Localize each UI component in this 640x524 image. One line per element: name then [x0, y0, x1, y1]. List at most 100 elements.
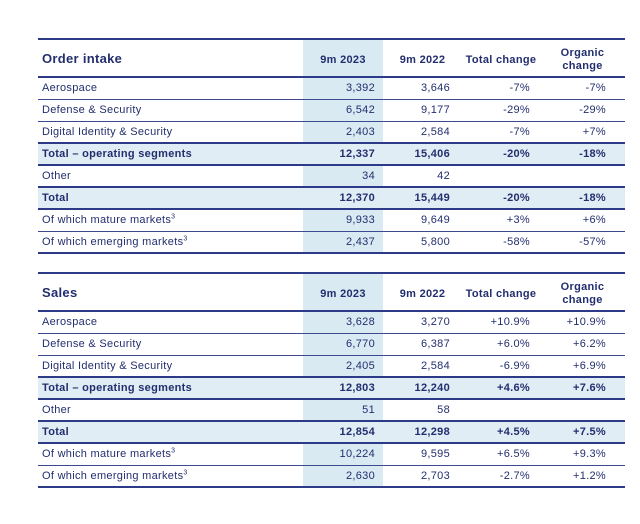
cell-9m-2022: 15,449	[383, 186, 462, 210]
row-label: Of which emerging markets3	[38, 465, 303, 488]
cell-9m-2023: 12,854	[303, 420, 383, 444]
cell-9m-2023: 2,403	[303, 121, 383, 144]
cell-9m-2022: 2,584	[383, 121, 462, 144]
cell-9m-2022: 9,177	[383, 99, 462, 122]
row-label: Aerospace	[38, 311, 303, 334]
header-row: Order intake 9m 2023 9m 2022 Total chang…	[38, 38, 625, 78]
header-row: Sales 9m 2023 9m 2022 Total change Organ…	[38, 272, 625, 312]
cell-9m-2022: 2,584	[383, 355, 462, 378]
row-label: Of which mature markets3	[38, 443, 303, 466]
row-label: Of which emerging markets3	[38, 231, 303, 254]
cell-9m-2022: 5,800	[383, 231, 462, 254]
row-label: Other	[38, 165, 303, 188]
cell-organic-change: -18%	[540, 186, 625, 210]
cell-9m-2022: 12,240	[383, 376, 462, 400]
table-title: Sales	[38, 272, 303, 312]
table-row: Of which mature markets3 10,224 9,595 +6…	[38, 443, 625, 466]
cell-organic-change: +6.9%	[540, 355, 625, 378]
cell-9m-2022: 3,270	[383, 311, 462, 334]
cell-9m-2023: 9,933	[303, 209, 383, 232]
row-label: Total – operating segments	[38, 142, 303, 166]
footnote-ref: 3	[183, 469, 188, 477]
cell-organic-change: +1.2%	[540, 465, 625, 488]
cell-total-change: -29%	[462, 99, 540, 122]
footnote-ref: 3	[183, 235, 188, 243]
cell-9m-2023: 2,437	[303, 231, 383, 254]
cell-9m-2022: 9,595	[383, 443, 462, 466]
table-row: Total – operating segments 12,337 15,406…	[38, 142, 625, 166]
column-header-total-change: Total change	[462, 272, 540, 312]
cell-total-change	[462, 165, 540, 188]
cell-9m-2023: 3,392	[303, 77, 383, 100]
cell-9m-2022: 15,406	[383, 142, 462, 166]
row-label: Defense & Security	[38, 333, 303, 356]
cell-total-change: -58%	[462, 231, 540, 254]
cell-total-change: -2.7%	[462, 465, 540, 488]
cell-9m-2023: 12,803	[303, 376, 383, 400]
table-title: Order intake	[38, 38, 303, 78]
cell-organic-change	[540, 165, 625, 188]
cell-total-change: +6.0%	[462, 333, 540, 356]
sales-table: Sales 9m 2023 9m 2022 Total change Organ…	[38, 272, 625, 488]
column-header-organic-change: Organic change	[540, 38, 625, 78]
column-header-total-change: Total change	[462, 38, 540, 78]
cell-total-change: -20%	[462, 186, 540, 210]
row-label: Aerospace	[38, 77, 303, 100]
table-row: Digital Identity & Security 2,403 2,584 …	[38, 121, 625, 144]
footnote-ref: 3	[171, 213, 176, 221]
column-header-9m-2022: 9m 2022	[383, 272, 462, 312]
table-row: Other 34 42	[38, 165, 625, 188]
column-header-9m-2023: 9m 2023	[303, 38, 383, 78]
cell-total-change: +10.9%	[462, 311, 540, 334]
row-label: Digital Identity & Security	[38, 355, 303, 378]
row-label: Other	[38, 399, 303, 422]
table-row: Of which emerging markets3 2,437 5,800 -…	[38, 231, 625, 254]
cell-total-change	[462, 399, 540, 422]
cell-9m-2022: 3,646	[383, 77, 462, 100]
table-row: Aerospace 3,392 3,646 -7% -7%	[38, 77, 625, 100]
cell-9m-2023: 34	[303, 165, 383, 188]
row-label: Digital Identity & Security	[38, 121, 303, 144]
cell-total-change: -20%	[462, 142, 540, 166]
cell-9m-2022: 2,703	[383, 465, 462, 488]
row-label: Total	[38, 186, 303, 210]
cell-total-change: -7%	[462, 121, 540, 144]
column-header-9m-2023: 9m 2023	[303, 272, 383, 312]
table-row: Total – operating segments 12,803 12,240…	[38, 376, 625, 400]
cell-total-change: +6.5%	[462, 443, 540, 466]
table-row: Digital Identity & Security 2,405 2,584 …	[38, 355, 625, 378]
cell-9m-2023: 12,337	[303, 142, 383, 166]
order-intake-table: Order intake 9m 2023 9m 2022 Total chang…	[38, 38, 625, 254]
cell-organic-change: +6.2%	[540, 333, 625, 356]
table-row: Other 51 58	[38, 399, 625, 422]
cell-organic-change: +7.5%	[540, 420, 625, 444]
cell-total-change: -6.9%	[462, 355, 540, 378]
cell-9m-2023: 3,628	[303, 311, 383, 334]
cell-9m-2023: 6,770	[303, 333, 383, 356]
cell-organic-change: +10.9%	[540, 311, 625, 334]
cell-organic-change: -29%	[540, 99, 625, 122]
table-body: Aerospace 3,628 3,270 +10.9% +10.9% Defe…	[38, 311, 625, 488]
cell-9m-2022: 12,298	[383, 420, 462, 444]
table-row: Defense & Security 6,542 9,177 -29% -29%	[38, 99, 625, 122]
cell-organic-change: +7.6%	[540, 376, 625, 400]
cell-9m-2023: 10,224	[303, 443, 383, 466]
row-label: Of which mature markets3	[38, 209, 303, 232]
cell-9m-2023: 2,630	[303, 465, 383, 488]
table-body: Aerospace 3,392 3,646 -7% -7% Defense & …	[38, 77, 625, 254]
cell-9m-2023: 2,405	[303, 355, 383, 378]
cell-9m-2022: 6,387	[383, 333, 462, 356]
cell-total-change: -7%	[462, 77, 540, 100]
row-label: Defense & Security	[38, 99, 303, 122]
row-label: Total – operating segments	[38, 376, 303, 400]
cell-organic-change: +7%	[540, 121, 625, 144]
footnote-ref: 3	[171, 447, 176, 455]
table-row: Defense & Security 6,770 6,387 +6.0% +6.…	[38, 333, 625, 356]
cell-organic-change: -57%	[540, 231, 625, 254]
column-header-organic-change: Organic change	[540, 272, 625, 312]
table-row: Of which mature markets3 9,933 9,649 +3%…	[38, 209, 625, 232]
cell-organic-change: +9.3%	[540, 443, 625, 466]
cell-total-change: +4.5%	[462, 420, 540, 444]
table-row: Total 12,854 12,298 +4.5% +7.5%	[38, 420, 625, 444]
